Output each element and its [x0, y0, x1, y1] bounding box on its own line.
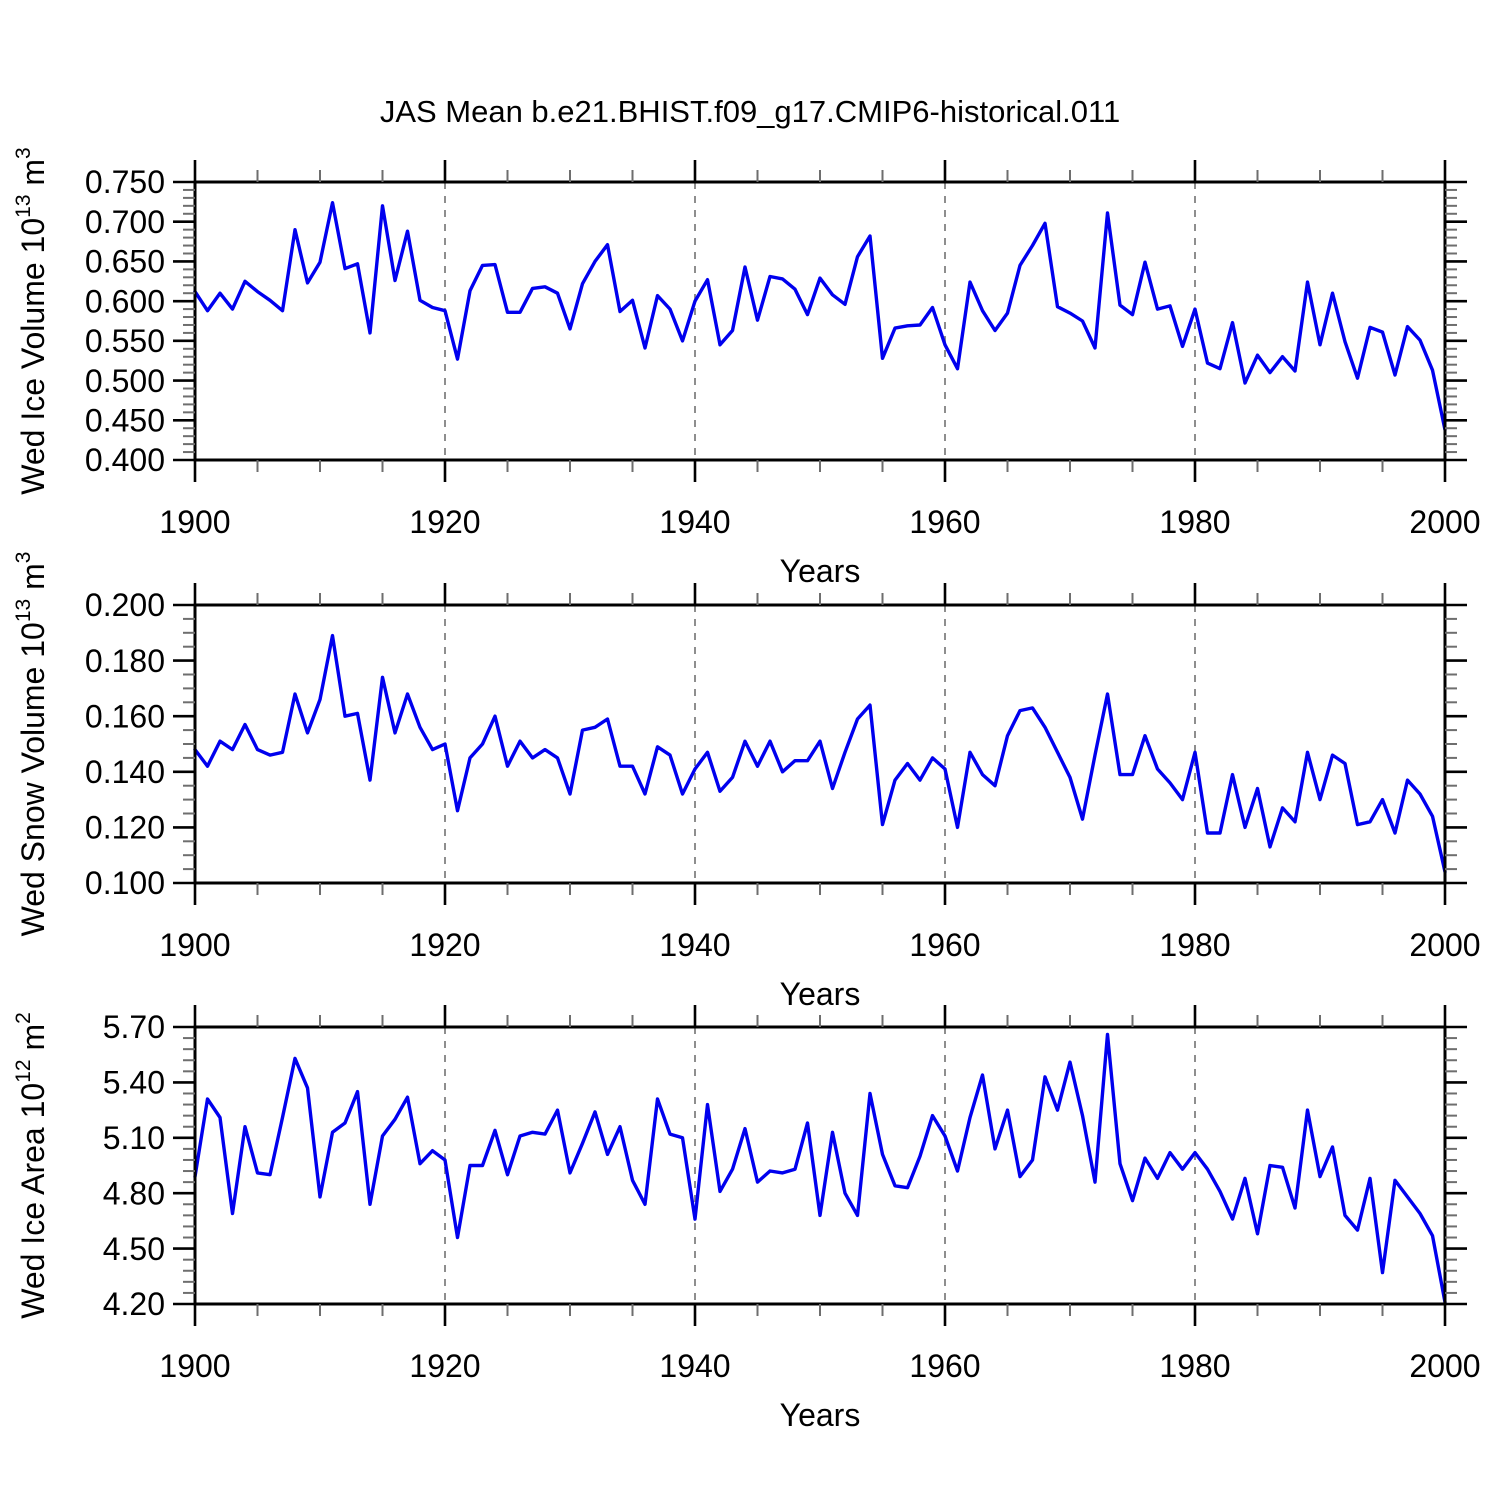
x-axis-label: Years	[780, 1397, 861, 1433]
y-tick-label: 0.120	[85, 810, 165, 846]
x-tick-label: 2000	[1409, 927, 1480, 963]
y-tick-label: 0.550	[85, 323, 165, 359]
y-tick-label: 0.160	[85, 698, 165, 734]
x-tick-label: 1900	[159, 1348, 230, 1384]
x-tick-label: 1920	[409, 1348, 480, 1384]
y-axis-label: Wed Ice Volume 1013 m3	[12, 147, 51, 495]
wed-ice-volume-line	[193, 200, 1447, 432]
y-tick-label: 0.450	[85, 402, 165, 438]
x-tick-label: 1900	[159, 927, 230, 963]
y-tick-label: 4.20	[103, 1286, 165, 1322]
x-tick-label: 1920	[409, 504, 480, 540]
y-tick-label: 0.140	[85, 754, 165, 790]
x-tick-label: 1940	[659, 1348, 730, 1384]
x-tick-label: 1920	[409, 927, 480, 963]
chart-title: JAS Mean b.e21.BHIST.f09_g17.CMIP6-histo…	[379, 94, 1121, 129]
x-tick-label: 1900	[159, 504, 230, 540]
x-axis-label: Years	[780, 976, 861, 1012]
y-tick-label: 0.700	[85, 204, 165, 240]
y-tick-label: 0.100	[85, 865, 165, 901]
y-tick-label: 0.400	[85, 442, 165, 478]
panel-wed-ice-area: 4.20 4.50 4.80 5.10 5.40 5.70 1900 1920 1940 1960…	[12, 1005, 1481, 1433]
y-axis-label: Wed Snow Volume 1013 m3	[12, 552, 51, 937]
y-tick-label: 0.750	[85, 164, 165, 200]
panel-wed-snow-volume: 0.100 0.120 0.140 0.160 0.180 0.200 1900 1920 19…	[12, 552, 1481, 1012]
x-tick-label: 1980	[1159, 1348, 1230, 1384]
y-tick-label: 0.180	[85, 643, 165, 679]
y-tick-label: 5.10	[103, 1120, 165, 1156]
y-tick-label: 0.600	[85, 283, 165, 319]
y-tick-label: 0.650	[85, 244, 165, 280]
wed-snow-volume-line	[193, 633, 1447, 874]
y-tick-label: 5.40	[103, 1065, 165, 1101]
x-tick-label: 1960	[909, 1348, 980, 1384]
x-tick-label: 1940	[659, 504, 730, 540]
x-tick-label: 1980	[1159, 927, 1230, 963]
x-tick-label: 1940	[659, 927, 730, 963]
x-tick-label: 2000	[1409, 1348, 1480, 1384]
y-tick-label: 4.80	[103, 1175, 165, 1211]
x-tick-label: 1960	[909, 504, 980, 540]
y-tick-label: 4.50	[103, 1231, 165, 1267]
y-tick-label: 0.500	[85, 363, 165, 399]
y-axis-label: Wed Ice Area 1012 m2	[12, 1012, 51, 1319]
y-tick-label: 5.70	[103, 1009, 165, 1045]
y-tick-label: 0.200	[85, 587, 165, 623]
x-tick-label: 2000	[1409, 504, 1480, 540]
wed-ice-volume-axes-frame	[193, 180, 1447, 462]
wed-ice-area-line	[193, 1032, 1447, 1304]
x-tick-label: 1960	[909, 927, 980, 963]
x-axis-label: Years	[780, 553, 861, 589]
wed-ice-area-axes-frame	[193, 1025, 1447, 1306]
x-tick-label: 1980	[1159, 504, 1230, 540]
